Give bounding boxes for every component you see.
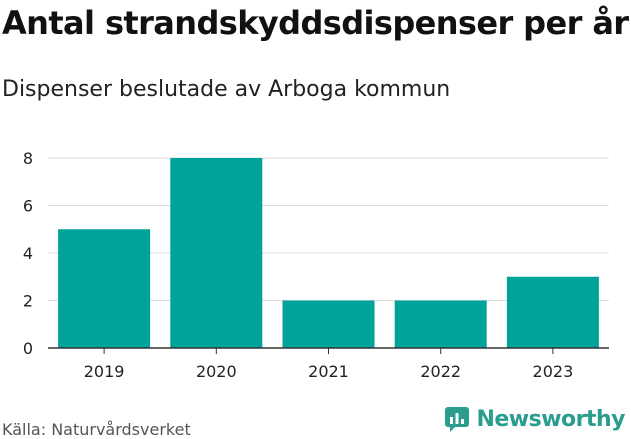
y-tick-label: 8 <box>23 149 33 168</box>
x-tick-label: 2020 <box>196 362 237 381</box>
source-note: Källa: Naturvårdsverket <box>2 420 191 439</box>
bar-chart: 0 2 4 6 8 2019 2020 2021 2022 2023 <box>23 149 609 381</box>
chart-subtitle: Dispenser beslutade av Arboga kommun <box>2 77 451 102</box>
y-tick-label: 4 <box>23 244 33 263</box>
bar-2023 <box>506 276 599 348</box>
x-tick-label: 2023 <box>533 362 574 381</box>
bars <box>58 158 599 348</box>
brand-name: Newsworthy <box>476 406 625 432</box>
x-tick-label: 2022 <box>420 362 461 381</box>
x-tick-label: 2021 <box>308 362 349 381</box>
newsworthy-logo-icon <box>445 407 470 432</box>
y-tick-label: 6 <box>23 197 33 216</box>
bar-2020 <box>170 158 263 348</box>
brand-logo: Newsworthy <box>444 406 625 432</box>
bar-2019 <box>58 229 151 348</box>
y-tick-label: 2 <box>23 292 33 311</box>
x-tick-label: 2019 <box>84 362 125 381</box>
y-tick-label: 0 <box>23 339 33 358</box>
bar-2022 <box>394 300 487 348</box>
bar-2021 <box>282 300 375 348</box>
chart-title: Antal strandskyddsdispenser per år <box>2 4 629 42</box>
axes: 0 2 4 6 8 2019 2020 2021 2022 2023 <box>23 149 609 381</box>
